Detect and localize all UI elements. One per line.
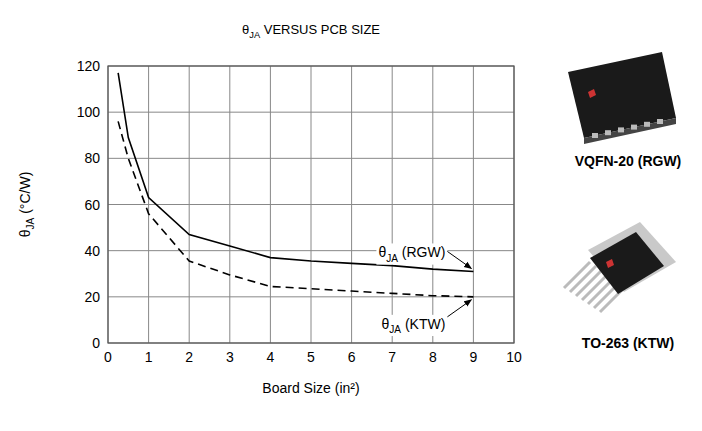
x-tick-label: 3 [226,349,234,365]
annotation-arrow [447,251,471,268]
series-line [118,121,473,296]
package-pad [631,125,637,130]
x-tick-label: 1 [145,349,153,365]
y-tick-label: 80 [84,150,100,166]
package-label: VQFN-20 (RGW) [575,153,682,169]
y-tick-label: 0 [92,335,100,351]
x-tick-label: 4 [267,349,275,365]
y-grid-line [108,250,514,251]
x-tick-label: 0 [104,349,112,365]
series-line [118,73,473,272]
package-label: TO-263 (KTW) [582,335,674,351]
x-tick-label: 6 [348,349,356,365]
y-tick-label: 120 [77,58,101,74]
y-tick-label: 60 [84,197,100,213]
annotation-arrow [447,300,471,317]
y-grid-line [108,158,514,159]
y-grid-line [108,296,514,297]
x-tick-label: 5 [307,349,315,365]
annotation: θJA (KTW) [382,316,446,335]
x-tick-label: 2 [185,349,193,365]
x-tick-label: 9 [470,349,478,365]
y-tick-label: 20 [84,289,100,305]
y-grid-line [108,112,514,113]
x-axis-title: Board Size (in²) [262,380,359,396]
package-body [590,232,664,294]
plot-frame [108,66,514,343]
annotation: θJA (RGW) [378,244,445,263]
series-group [118,73,473,297]
x-tick-label: 8 [429,349,437,365]
package-pad [644,122,650,127]
package-pad [657,119,663,124]
y-axis-title: θJA (°C/W) [17,172,36,238]
package-pad [618,127,624,132]
grid [108,66,514,343]
x-tick-label: 10 [506,349,522,365]
package-logo [588,89,596,98]
package-logo [606,259,614,268]
package-pad [605,130,611,135]
title: θJA VERSUS PCB SIZE [242,22,380,40]
package-pad [592,133,598,138]
package-side [584,118,676,144]
to263-package [564,222,676,312]
annotation-background [380,315,448,336]
y-grid-line [108,204,514,205]
chart: 012345678910020406080100120θJA (RGW)θJA … [0,0,702,431]
y-tick-label: 40 [84,243,100,259]
vqfn-package [568,52,676,144]
y-tick-label: 100 [77,104,101,120]
annotation-background [376,243,447,264]
x-tick-label: 7 [388,349,396,365]
